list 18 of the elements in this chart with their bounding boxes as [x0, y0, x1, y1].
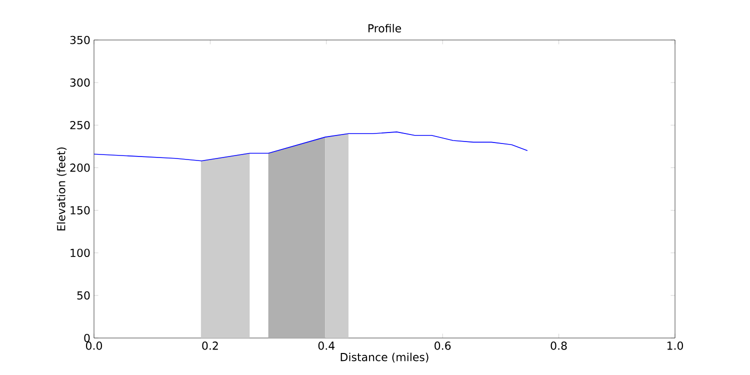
x-tick-label: 0.8: [550, 342, 567, 350]
y-tick-label: 250: [70, 120, 90, 130]
y-tick-label: 150: [70, 206, 90, 214]
y-tick-label: 200: [70, 164, 90, 172]
y-tick-label: 350: [70, 36, 90, 44]
y-tick-label: 0: [84, 334, 90, 342]
y-tick-label: 300: [70, 78, 90, 87]
y-tick-label: 50: [77, 291, 90, 300]
x-tick-label: 1.0: [667, 342, 684, 350]
x-tick-label: 0.0: [86, 342, 102, 350]
y-axis-title: Elevation (feet): [56, 148, 67, 230]
line-series: [94, 132, 528, 162]
x-tick-label: 0.6: [434, 342, 451, 350]
chart-title: Profile: [368, 24, 402, 32]
y-tick-label: 100: [70, 248, 90, 258]
x-tick-label: 0.4: [318, 342, 335, 350]
x-tick-label: 0.2: [202, 342, 218, 350]
x-axis-title: Distance (miles): [340, 352, 428, 363]
